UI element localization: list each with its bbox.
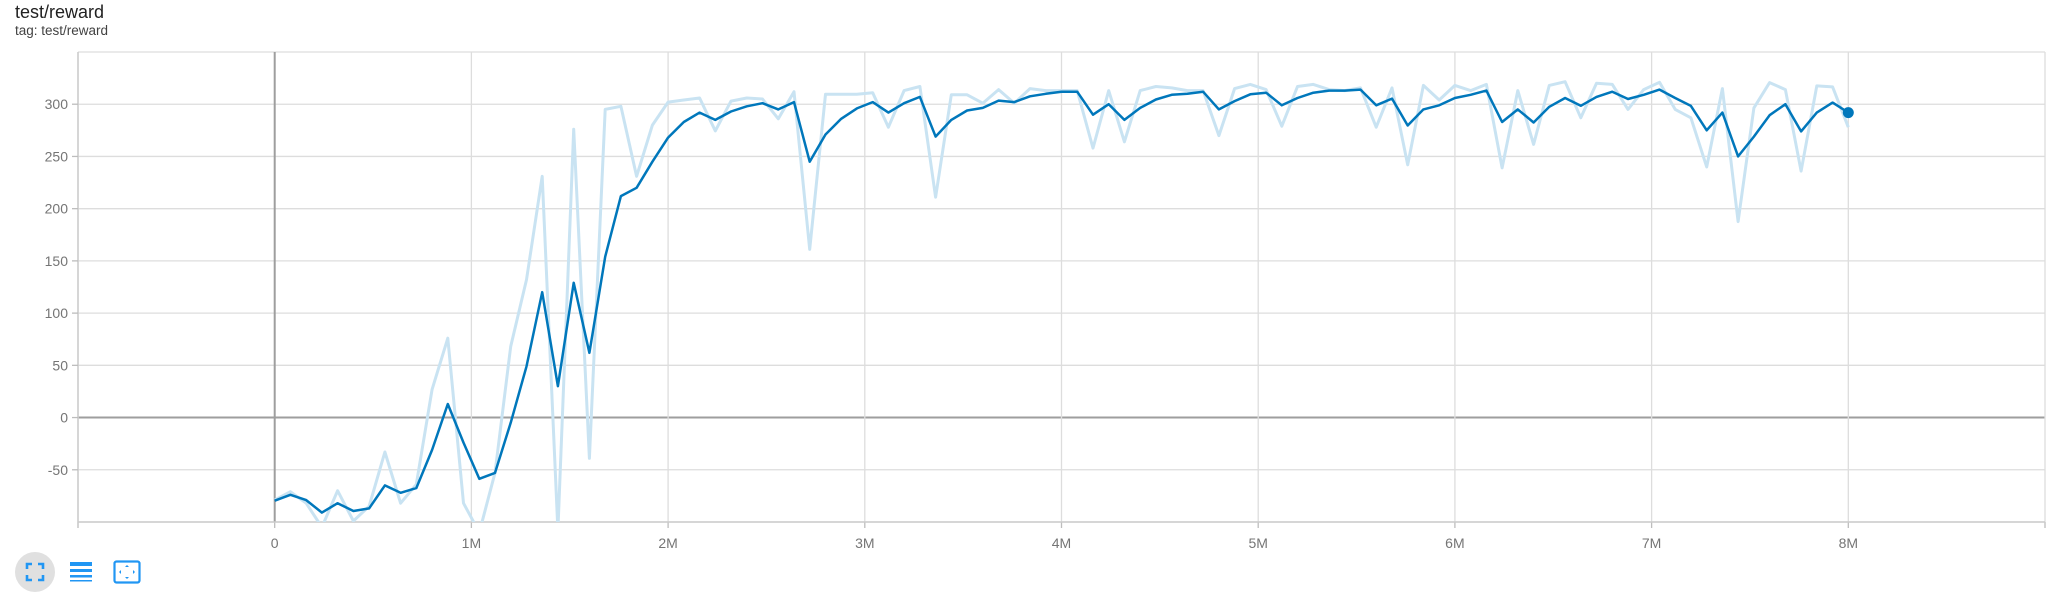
chart-toolbar bbox=[15, 552, 147, 592]
chart-title: test/reward bbox=[15, 2, 105, 22]
fit-to-data-button[interactable] bbox=[15, 552, 55, 592]
data-points bbox=[1842, 107, 1854, 119]
x-tick-label: 8M bbox=[1839, 535, 1858, 551]
y-tick-label: 50 bbox=[52, 357, 68, 373]
y-tick-label: 200 bbox=[45, 201, 69, 217]
x-tick-label: 6M bbox=[1445, 535, 1464, 551]
x-tick-label: 7M bbox=[1642, 535, 1661, 551]
tick-labels: -50 0 50 100 150 200 250 300 0 1M 2M 3M 4M 5M 6M 7M 8M bbox=[45, 96, 1858, 551]
axes bbox=[72, 52, 2046, 528]
smoothed-series-line bbox=[274, 88, 1849, 514]
y-tick-label: -50 bbox=[48, 462, 68, 478]
log-scale-list-icon bbox=[70, 562, 92, 582]
toggle-log-scale-button[interactable] bbox=[61, 552, 101, 592]
fit-domain-icon bbox=[113, 560, 141, 584]
x-tick-label: 3M bbox=[855, 535, 874, 551]
y-tick-label: 300 bbox=[45, 96, 69, 112]
fit-domain-button[interactable] bbox=[107, 552, 147, 592]
x-tick-label: 2M bbox=[658, 535, 677, 551]
grid bbox=[77, 51, 2046, 523]
x-tick-label: 0 bbox=[271, 535, 279, 551]
y-tick-label: 250 bbox=[45, 148, 69, 164]
y-tick-label: 100 bbox=[45, 305, 69, 321]
y-tick-label: 0 bbox=[60, 410, 68, 426]
x-tick-label: 4M bbox=[1052, 535, 1071, 551]
x-tick-label: 1M bbox=[462, 535, 481, 551]
last-data-point bbox=[1842, 107, 1854, 119]
chart-tag: tag: test/reward bbox=[15, 23, 109, 38]
y-tick-label: 150 bbox=[45, 253, 69, 269]
x-tick-label: 5M bbox=[1248, 535, 1267, 551]
fit-to-data-icon bbox=[25, 562, 45, 582]
